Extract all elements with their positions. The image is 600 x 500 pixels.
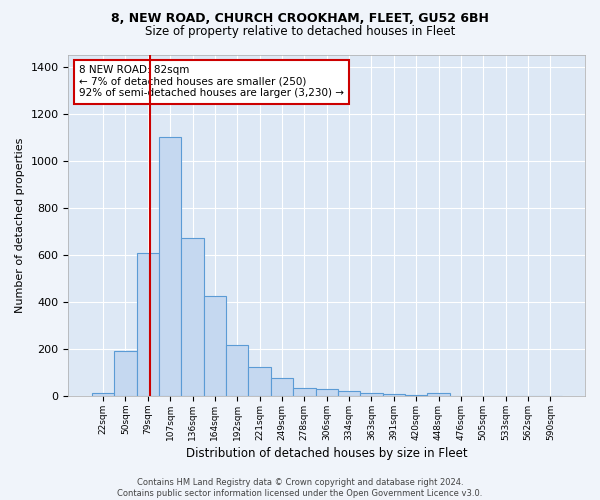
Bar (271, 378, 293, 396)
Y-axis label: Number of detached properties: Number of detached properties (15, 138, 25, 313)
Bar (204, 296, 226, 396)
Bar (226, 346, 248, 396)
X-axis label: Distribution of detached houses by size in Fleet: Distribution of detached houses by size … (186, 447, 467, 460)
Bar (137, 252, 159, 396)
Bar (248, 366, 271, 396)
Bar (293, 388, 316, 396)
Text: 8, NEW ROAD, CHURCH CROOKHAM, FLEET, GU52 6BH: 8, NEW ROAD, CHURCH CROOKHAM, FLEET, GU5… (111, 12, 489, 26)
Bar (360, 392, 383, 396)
Text: 8 NEW ROAD: 82sqm
← 7% of detached houses are smaller (250)
92% of semi-detached: 8 NEW ROAD: 82sqm ← 7% of detached house… (79, 65, 344, 98)
Bar (181, 238, 204, 396)
Bar (383, 394, 405, 396)
Bar (405, 395, 427, 396)
Bar (114, 352, 137, 396)
Bar (338, 392, 360, 396)
Bar (92, 392, 114, 396)
Bar (159, 138, 181, 396)
Text: Size of property relative to detached houses in Fleet: Size of property relative to detached ho… (145, 25, 455, 38)
Bar (427, 392, 450, 396)
Text: Contains HM Land Registry data © Crown copyright and database right 2024.
Contai: Contains HM Land Registry data © Crown c… (118, 478, 482, 498)
Bar (316, 389, 338, 396)
